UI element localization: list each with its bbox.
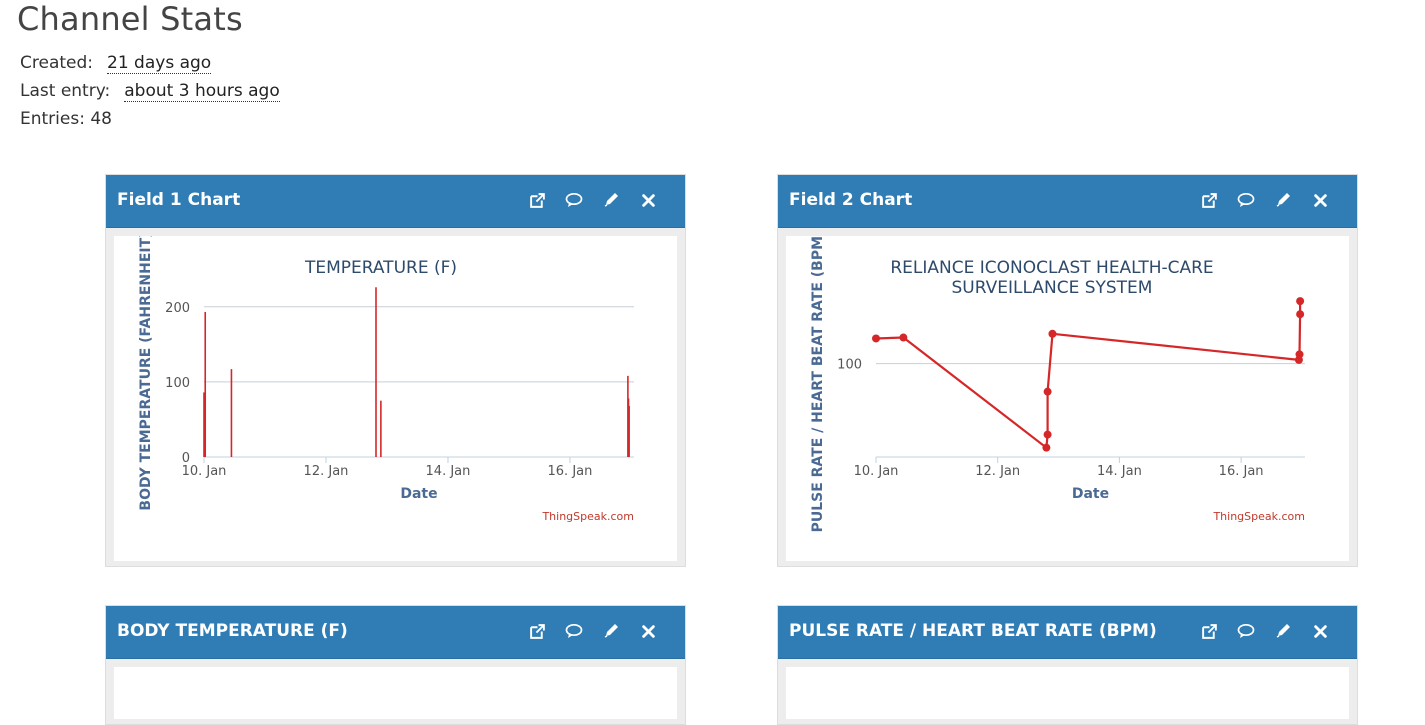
- panel-header: PULSE RATE / HEART BEAT RATE (BPM): [778, 606, 1357, 659]
- panel-title: Field 2 Chart: [789, 190, 913, 210]
- x-tick-label: 14. Jan: [426, 464, 471, 479]
- panel-title: Field 1 Chart: [117, 190, 241, 210]
- chart-title: SURVEILLANCE SYSTEM: [952, 278, 1153, 298]
- created-value: 21 days ago: [107, 53, 212, 74]
- widget-container: [786, 667, 1349, 719]
- widget-container: [114, 667, 677, 719]
- created-row: Created: 21 days ago: [20, 53, 212, 74]
- panel-actions: [526, 188, 659, 212]
- chart-container: TEMPERATURE (F) 0 100 200 10. Jan 12. Jan 14. …: [114, 236, 677, 561]
- data-point: [1296, 310, 1305, 319]
- external-link-icon[interactable]: [526, 188, 548, 212]
- panel-actions: [1198, 188, 1331, 212]
- pulse-rate-panel: PULSE RATE / HEART BEAT RATE (BPM): [777, 605, 1358, 725]
- y-tick-label: 100: [165, 376, 190, 391]
- data-point: [1043, 387, 1052, 396]
- data-point: [872, 334, 880, 343]
- panel-title: BODY TEMPERATURE (F): [117, 621, 348, 641]
- x-tick-label: 12. Jan: [975, 464, 1020, 479]
- x-tick-label: 10. Jan: [182, 464, 227, 479]
- x-tick-label: 12. Jan: [304, 464, 349, 479]
- pencil-icon[interactable]: [1272, 619, 1294, 643]
- pencil-icon[interactable]: [1272, 188, 1294, 212]
- external-link-icon[interactable]: [1198, 619, 1220, 643]
- close-icon[interactable]: [1309, 619, 1331, 643]
- comment-icon[interactable]: [1235, 619, 1257, 643]
- x-axis-label: Date: [400, 486, 437, 502]
- pencil-icon[interactable]: [600, 188, 622, 212]
- y-tick-label: 100: [837, 358, 862, 373]
- x-tick-label: 14. Jan: [1097, 464, 1142, 479]
- x-tick-label: 10. Jan: [854, 464, 899, 479]
- data-point: [1043, 430, 1052, 439]
- chart-credit: ThingSpeak.com: [1212, 510, 1305, 523]
- created-label: Created:: [20, 53, 94, 73]
- entries-count: Entries: 48: [20, 109, 112, 129]
- last-entry-row: Last entry: about 3 hours ago: [20, 81, 280, 102]
- pencil-icon[interactable]: [600, 619, 622, 643]
- panel-actions: [526, 619, 659, 643]
- close-icon[interactable]: [637, 619, 659, 643]
- panel-actions: [1198, 619, 1331, 643]
- field-2-chart-panel: Field 2 Chart RELIANCE ICONOCLAST HEALTH…: [777, 174, 1358, 567]
- y-axis-label: BODY TEMPERATURE (FAHRENHEIT): [138, 236, 154, 511]
- panel-header: Field 1 Chart: [106, 175, 685, 228]
- chart-title: TEMPERATURE (F): [304, 258, 457, 278]
- x-axis-label: Date: [1072, 486, 1109, 502]
- close-icon[interactable]: [637, 188, 659, 212]
- panel-header: BODY TEMPERATURE (F): [106, 606, 685, 659]
- field-1-chart-panel: Field 1 Chart TEMPERATURE (F) 0 100 200 10. …: [105, 174, 686, 567]
- chart-container: RELIANCE ICONOCLAST HEALTH-CARE SURVEILLA…: [786, 236, 1349, 561]
- close-icon[interactable]: [1309, 188, 1331, 212]
- y-tick-label: 0: [182, 451, 190, 466]
- y-axis-label: PULSE RATE / HEART BEAT RATE (BPM): [810, 236, 826, 532]
- page-title: Channel Stats: [17, 0, 243, 38]
- data-point: [1296, 297, 1305, 306]
- data-point: [1295, 350, 1304, 359]
- external-link-icon[interactable]: [526, 619, 548, 643]
- body-temperature-panel: BODY TEMPERATURE (F): [105, 605, 686, 725]
- temperature-chart: TEMPERATURE (F) 0 100 200 10. Jan 12. Jan 14. …: [138, 236, 634, 523]
- chart-title: RELIANCE ICONOCLAST HEALTH-CARE: [890, 258, 1213, 278]
- panel-header: Field 2 Chart: [778, 175, 1357, 228]
- data-point: [1048, 329, 1057, 338]
- panel-title: PULSE RATE / HEART BEAT RATE (BPM): [789, 621, 1157, 641]
- y-tick-label: 200: [165, 301, 190, 316]
- chart-credit: ThingSpeak.com: [541, 510, 634, 523]
- last-entry-label: Last entry:: [20, 81, 111, 101]
- data-point: [899, 333, 908, 342]
- comment-icon[interactable]: [563, 619, 585, 643]
- comment-icon[interactable]: [563, 188, 585, 212]
- comment-icon[interactable]: [1235, 188, 1257, 212]
- external-link-icon[interactable]: [1198, 188, 1220, 212]
- x-tick-label: 16. Jan: [1219, 464, 1264, 479]
- x-tick-label: 16. Jan: [548, 464, 593, 479]
- pulse-rate-chart: RELIANCE ICONOCLAST HEALTH-CARESURVEILLA…: [810, 236, 1305, 532]
- last-entry-value: about 3 hours ago: [124, 81, 280, 102]
- data-line: [875, 301, 1302, 450]
- data-point: [1042, 443, 1051, 452]
